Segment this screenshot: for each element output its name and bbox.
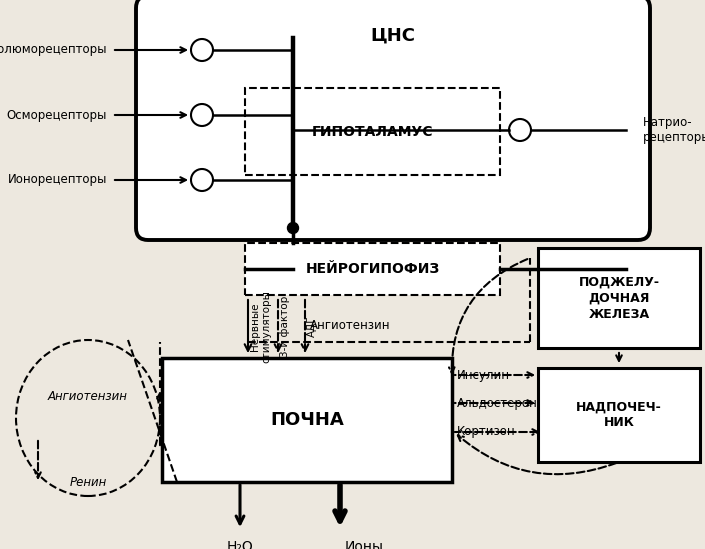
Text: Н₂О: Н₂О — [226, 540, 253, 549]
Text: ПОДЖЕЛУ-
ДОЧНАЯ
ЖЕЛЕЗА: ПОДЖЕЛУ- ДОЧНАЯ ЖЕЛЕЗА — [579, 276, 659, 321]
Text: Натрио-
рецепторы: Натрио- рецепторы — [643, 116, 705, 144]
Circle shape — [191, 104, 213, 126]
Text: НАДПОЧЕЧ-
НИК: НАДПОЧЕЧ- НИК — [576, 401, 662, 429]
Circle shape — [509, 119, 531, 141]
Text: Альдостерон: Альдостерон — [457, 396, 538, 410]
Text: АДГ: АДГ — [307, 316, 317, 337]
Text: 3-й фактор: 3-й фактор — [280, 296, 290, 357]
FancyBboxPatch shape — [162, 358, 452, 482]
Text: Ионорецепторы: Ионорецепторы — [8, 173, 107, 187]
FancyBboxPatch shape — [538, 248, 700, 348]
Text: Ангиотензин: Ангиотензин — [309, 319, 391, 332]
Text: Кортизон: Кортизон — [457, 425, 515, 439]
Circle shape — [288, 222, 298, 233]
Text: Ангиотензин: Ангиотензин — [48, 389, 128, 402]
Circle shape — [191, 39, 213, 61]
FancyBboxPatch shape — [538, 368, 700, 462]
Text: ПОЧНА: ПОЧНА — [270, 411, 344, 429]
Circle shape — [191, 169, 213, 191]
Text: Инсулин: Инсулин — [457, 368, 510, 382]
Text: Ренин: Ренин — [69, 477, 106, 490]
Text: Ионы: Ионы — [345, 540, 384, 549]
FancyBboxPatch shape — [136, 0, 650, 240]
Text: Осморецепторы: Осморецепторы — [6, 109, 107, 121]
Text: Нервные
стимуляторы: Нервные стимуляторы — [250, 290, 271, 363]
Text: Волюморецепторы: Волюморецепторы — [0, 43, 107, 57]
FancyBboxPatch shape — [245, 243, 500, 295]
Text: НЕЙРОГИПОФИЗ: НЕЙРОГИПОФИЗ — [305, 262, 440, 276]
FancyBboxPatch shape — [245, 88, 500, 175]
Text: ЦНС: ЦНС — [371, 27, 415, 45]
Text: ГИПОТАЛАМУС: ГИПОТАЛАМУС — [312, 125, 434, 138]
